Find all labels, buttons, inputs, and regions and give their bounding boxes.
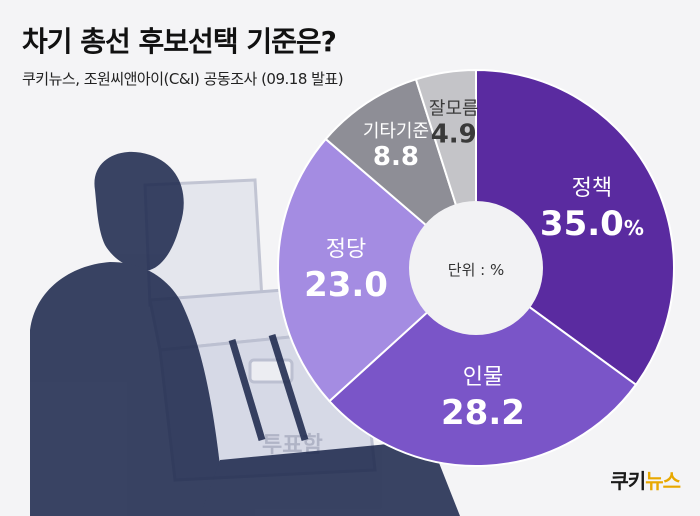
slice-value-4: 4.9 xyxy=(431,120,477,150)
center-unit-label: 단위 : % xyxy=(448,261,504,279)
podium xyxy=(200,440,460,516)
slice-label-0: 정책 xyxy=(572,176,612,201)
speaker-head xyxy=(94,151,184,271)
microphone-right xyxy=(268,333,309,442)
slice-unit-0: % xyxy=(624,216,644,240)
speaker-body xyxy=(30,262,225,516)
slice-label-4: 잘모름 xyxy=(429,99,479,120)
pie-slice-1 xyxy=(328,266,638,467)
page-title: 차기 총선 후보선택 기준은? xyxy=(22,25,337,58)
pie-slice-2 xyxy=(277,137,478,403)
microphone-left xyxy=(228,338,266,442)
donut-hole xyxy=(409,201,543,335)
slice-label-2: 정당 xyxy=(326,237,366,262)
brand-logo-main: 쿠키 xyxy=(610,469,646,493)
slice-value-1: 28.2 xyxy=(441,393,525,433)
speaker-silhouette xyxy=(30,151,460,516)
pie-slice-0 xyxy=(475,68,675,387)
slice-value-2: 23.0 xyxy=(304,265,388,305)
brand-logo: 쿠키뉴스 xyxy=(610,465,681,494)
slice-value-3: 8.8 xyxy=(373,142,419,172)
slice-label-3: 기타기준 xyxy=(363,121,429,142)
page-subtitle: 쿠키뉴스, 조원씨앤아이(C&I) 공동조사 (09.18 발표) xyxy=(22,70,344,88)
brand-logo-accent: 뉴스 xyxy=(645,469,681,493)
slice-label-1: 인물 xyxy=(463,365,503,390)
